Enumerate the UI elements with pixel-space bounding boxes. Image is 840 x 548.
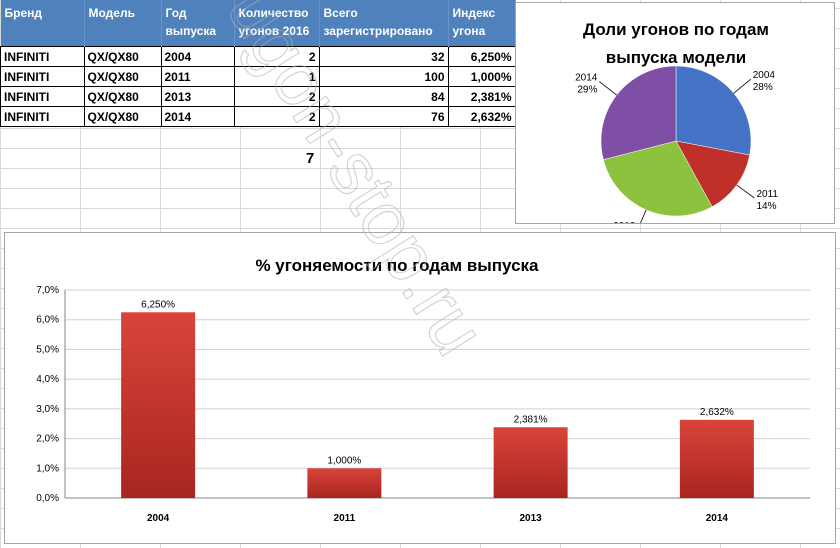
- cell-year[interactable]: 2011: [160, 66, 235, 87]
- cell-thefts[interactable]: 2: [233, 86, 320, 107]
- pie-chart-area[interactable]: Доли угонов по годам выпуска модели 2004…: [515, 2, 835, 244]
- pie-title-line-1: Доли угонов по годам: [583, 20, 769, 39]
- header-index-label: Индекс угона: [452, 6, 496, 38]
- bar-data-label-2013: 2,381%: [514, 414, 548, 425]
- cell-index[interactable]: 2,381%: [447, 86, 516, 107]
- cell-brand[interactable]: INFINITI: [0, 106, 85, 127]
- header-registered[interactable]: Всего зарегистрировано: [319, 0, 449, 47]
- table-row: INFINITI QX/QX80 2004 2 32 6,250%: [0, 46, 516, 67]
- y-tick-label: 7,0%: [36, 285, 59, 296]
- pie-label-year-2011: 2011: [756, 189, 778, 200]
- pie-label-share-2014: 29%: [577, 85, 597, 96]
- table-header-row: Бренд Модель Год выпуска Количество угон…: [0, 0, 516, 47]
- table-row: INFINITI QX/QX80 2014 2 76 2,632%: [0, 106, 516, 127]
- cell-index[interactable]: 6,250%: [447, 46, 516, 67]
- y-tick-label: 3,0%: [36, 404, 59, 415]
- cell-thefts[interactable]: 2: [233, 106, 320, 127]
- bar-data-label-2014: 2,632%: [700, 407, 734, 418]
- y-tick-label: 4,0%: [36, 374, 59, 385]
- cell-model[interactable]: QX/QX80: [83, 66, 162, 87]
- table-row: INFINITI QX/QX80 2013 2 84 2,381%: [0, 86, 516, 107]
- pie-title-line-2: выпуска модели: [606, 48, 746, 67]
- cell-year[interactable]: 2014: [160, 106, 235, 127]
- pie-chart: Доли угонов по годам выпуска модели 2004…: [575, 20, 778, 244]
- header-brand[interactable]: Бренд: [0, 0, 85, 47]
- bar-chart-title: % угоняемости по годам выпуска: [255, 256, 539, 275]
- pie-label-year-2004: 2004: [753, 70, 776, 81]
- cell-model[interactable]: QX/QX80: [83, 106, 162, 127]
- pie-label-share-2004: 28%: [753, 82, 773, 93]
- y-tick-label: 5,0%: [36, 344, 59, 355]
- bar-chart: % угоняемости по годам выпуска 0,0% 1,0% 2…: [36, 256, 810, 524]
- cell-year[interactable]: 2004: [160, 46, 235, 67]
- cell-registered[interactable]: 84: [318, 86, 449, 107]
- pie-leader-line-2014: [599, 81, 617, 96]
- total-thefts-value[interactable]: 7: [306, 150, 315, 167]
- cell-registered[interactable]: 32: [318, 46, 449, 67]
- cell-brand[interactable]: INFINITI: [0, 86, 85, 107]
- cell-brand[interactable]: INFINITI: [0, 46, 85, 67]
- bar-2013[interactable]: [493, 427, 568, 498]
- cell-year[interactable]: 2013: [160, 86, 235, 107]
- pie-leader-line-2004: [733, 78, 751, 94]
- pie-label-year-2013: 2013: [613, 221, 636, 223]
- bar-chart-area[interactable]: % угоняемости по годам выпуска 0,0% 1,0% 2…: [4, 232, 836, 544]
- cell-registered[interactable]: 76: [318, 106, 449, 127]
- cell-model[interactable]: QX/QX80: [83, 46, 162, 67]
- bar-2014[interactable]: [679, 419, 754, 498]
- header-thefts-label: Количество угонов 2016: [238, 6, 310, 38]
- cell-thefts[interactable]: 1: [233, 66, 320, 87]
- header-thefts[interactable]: Количество угонов 2016: [234, 0, 320, 47]
- cell-index[interactable]: 2,632%: [447, 106, 516, 127]
- table-row: INFINITI QX/QX80 2011 1 100 1,000%: [0, 66, 516, 87]
- cell-thefts[interactable]: 2: [233, 46, 320, 67]
- bar-2011[interactable]: [307, 468, 382, 498]
- y-tick-label: 2,0%: [36, 434, 59, 445]
- pie-slice-2014[interactable]: [600, 65, 677, 160]
- pie-label-share-2011: 14%: [756, 201, 776, 212]
- cell-registered[interactable]: 100: [318, 66, 449, 87]
- cell-brand[interactable]: INFINITI: [0, 66, 85, 87]
- header-index[interactable]: Индекс угона: [448, 0, 516, 47]
- pie-leader-line-2011: [736, 184, 755, 199]
- header-year-label: Год выпуска: [165, 6, 217, 38]
- x-tick-label-2013: 2013: [520, 513, 543, 524]
- pie-slice-2004[interactable]: [675, 65, 752, 156]
- x-tick-label-2011: 2011: [334, 513, 356, 524]
- bar-data-label-2011: 1,000%: [327, 455, 361, 466]
- bar-2004[interactable]: [121, 312, 196, 498]
- header-year[interactable]: Год выпуска: [161, 0, 235, 47]
- pie-leader-line-2013: [637, 209, 647, 231]
- y-tick-label: 0,0%: [36, 493, 59, 504]
- x-tick-label-2004: 2004: [147, 513, 170, 524]
- header-model[interactable]: Модель: [84, 0, 162, 47]
- cell-model[interactable]: QX/QX80: [83, 86, 162, 107]
- x-tick-label-2014: 2014: [706, 513, 729, 524]
- cell-index[interactable]: 1,000%: [447, 66, 516, 87]
- y-tick-label: 6,0%: [36, 315, 59, 326]
- bar-data-label-2004: 6,250%: [141, 299, 175, 310]
- pie-slice-2013[interactable]: [603, 140, 713, 217]
- header-registered-label: Всего зарегистрировано: [323, 6, 433, 38]
- data-table: Бренд Модель Год выпуска Количество угон…: [0, 0, 516, 127]
- pie-label-year-2014: 2014: [575, 73, 598, 84]
- y-tick-label: 1,0%: [36, 463, 59, 474]
